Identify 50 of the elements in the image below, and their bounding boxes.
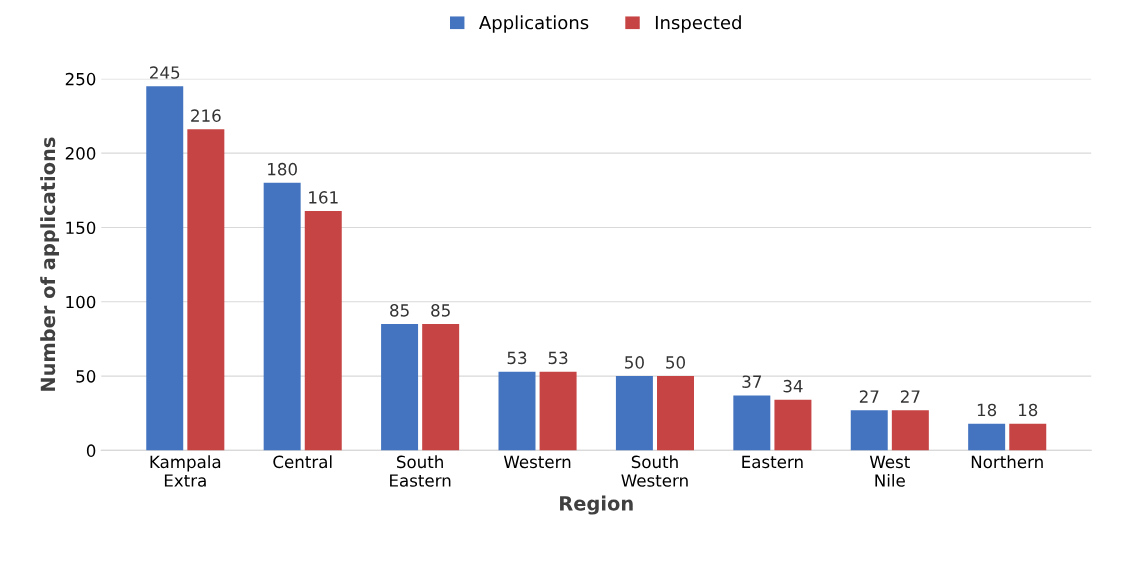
x-tick-label: Northern	[971, 455, 1043, 469]
bar	[304, 211, 342, 451]
x-tick-label: Western	[503, 455, 571, 469]
bar	[187, 129, 225, 451]
x-tick-label: West Nile	[869, 455, 910, 487]
data-label: 161	[309, 191, 338, 204]
data-label: 216	[191, 109, 221, 122]
data-label: 18	[977, 403, 997, 417]
legend-label: Inspected	[655, 15, 741, 33]
y-axis-title: Number of applications	[40, 137, 60, 391]
data-label: 53	[548, 351, 568, 365]
bar	[1009, 423, 1047, 451]
bar	[263, 182, 301, 451]
x-tick-label: Central	[273, 455, 332, 469]
data-label: 50	[666, 356, 685, 369]
bar	[381, 324, 419, 451]
bar	[146, 86, 184, 451]
data-label: 180	[268, 162, 297, 176]
data-label: 27	[859, 390, 879, 403]
data-label: 18	[1018, 403, 1038, 417]
x-tick-label: Kampala Extra	[150, 455, 221, 487]
x-axis-title: Region	[560, 495, 633, 515]
y-tick-label: 150	[66, 221, 96, 235]
data-label: 245	[150, 66, 180, 79]
x-tick-label: South Western	[621, 455, 688, 487]
bar	[422, 324, 460, 451]
data-label: 53	[507, 351, 527, 365]
bar	[615, 376, 653, 451]
y-tick-label: 250	[65, 72, 96, 86]
y-tick-label: 200	[65, 147, 96, 160]
bar	[539, 371, 577, 451]
bar	[968, 423, 1006, 451]
x-tick-label: South Eastern	[390, 455, 451, 487]
data-label: 50	[625, 356, 644, 369]
bar	[733, 395, 771, 451]
data-label: 37	[742, 375, 762, 389]
legend-label: Applications	[479, 15, 589, 33]
x-tick-label: Eastern	[742, 455, 803, 469]
data-label: 85	[431, 304, 450, 317]
bar	[774, 399, 812, 451]
data-label: 27	[900, 390, 920, 403]
data-label: 85	[390, 304, 409, 317]
bar	[850, 410, 888, 451]
bar	[498, 371, 536, 451]
bar	[657, 376, 694, 451]
y-tick-label: 100	[66, 295, 96, 309]
data-label: 34	[783, 379, 803, 393]
bar	[891, 410, 929, 451]
y-tick-label: 50	[76, 370, 96, 383]
y-tick-label: 0	[86, 444, 96, 457]
